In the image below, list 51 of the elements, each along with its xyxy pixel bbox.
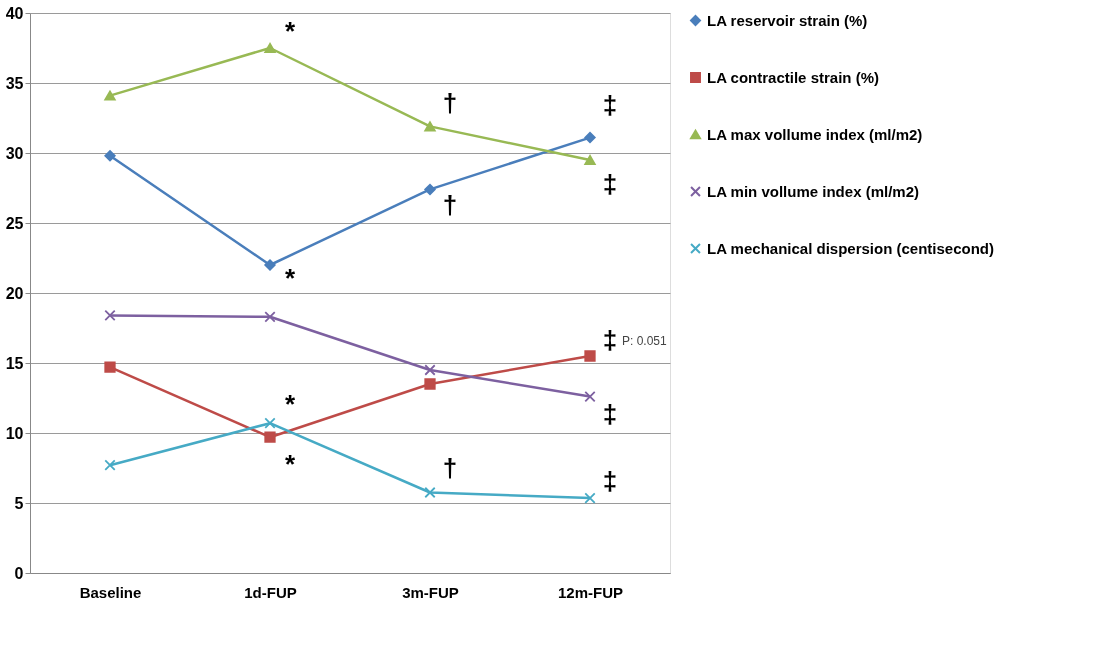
y-tick-label: 5: [14, 494, 24, 512]
point: [424, 364, 436, 376]
x-tick-label: 1d-FUP: [244, 583, 297, 601]
annotation: ‡: [602, 325, 618, 355]
point: [104, 150, 116, 162]
legend-label: LA contractile strain (%): [707, 68, 879, 86]
y-tick-label: 20: [5, 284, 24, 302]
point: [264, 42, 276, 54]
point: [264, 431, 276, 443]
legend-label: LA reservoir strain (%): [707, 11, 868, 29]
point: [264, 311, 276, 323]
point: [424, 486, 436, 499]
annotation: †: [442, 190, 458, 221]
point: [104, 90, 116, 101]
annotation: *: [284, 389, 296, 420]
annotation: ‡: [602, 398, 618, 429]
annotation: *: [284, 16, 296, 46]
y-tick-label: 25: [5, 214, 24, 232]
y-tick-label: 15: [5, 354, 24, 372]
annotation: *: [284, 449, 296, 480]
legend-label: LA min vollume index (ml/m2): [707, 182, 919, 200]
point: [104, 459, 116, 471]
y-tick-label: 40: [5, 4, 24, 22]
y-tick-label: 0: [14, 564, 24, 582]
point: [264, 259, 276, 271]
point: [424, 183, 436, 196]
x-tick-label: Baseline: [79, 583, 142, 601]
point: [584, 350, 596, 362]
annotation: ‡: [602, 466, 618, 497]
point: [584, 492, 596, 504]
y-tick-label: 30: [5, 144, 24, 162]
point: [264, 417, 276, 429]
point: [584, 390, 596, 403]
x-tick-label: 3m-FUP: [402, 583, 459, 601]
point: [584, 131, 596, 144]
annotation: ‡: [602, 169, 618, 199]
x-tick-label: 12m-FUP: [557, 583, 624, 601]
annotation: ‡: [602, 89, 618, 120]
legend-label: LA max vollume index (ml/m2): [707, 125, 923, 143]
point: [104, 309, 116, 322]
annotation: *: [284, 263, 296, 293]
annotation: P: 0.051: [622, 334, 668, 348]
point: [424, 121, 436, 132]
legend-label: LA mechanical dispersion (centisecond): [707, 239, 995, 257]
y-tick-label: 35: [5, 74, 24, 92]
y-tick-label: 10: [5, 424, 24, 442]
annotation: †: [442, 88, 458, 119]
annotation: †: [442, 452, 458, 483]
point: [424, 378, 436, 390]
point: [584, 154, 596, 166]
point: [104, 361, 116, 373]
